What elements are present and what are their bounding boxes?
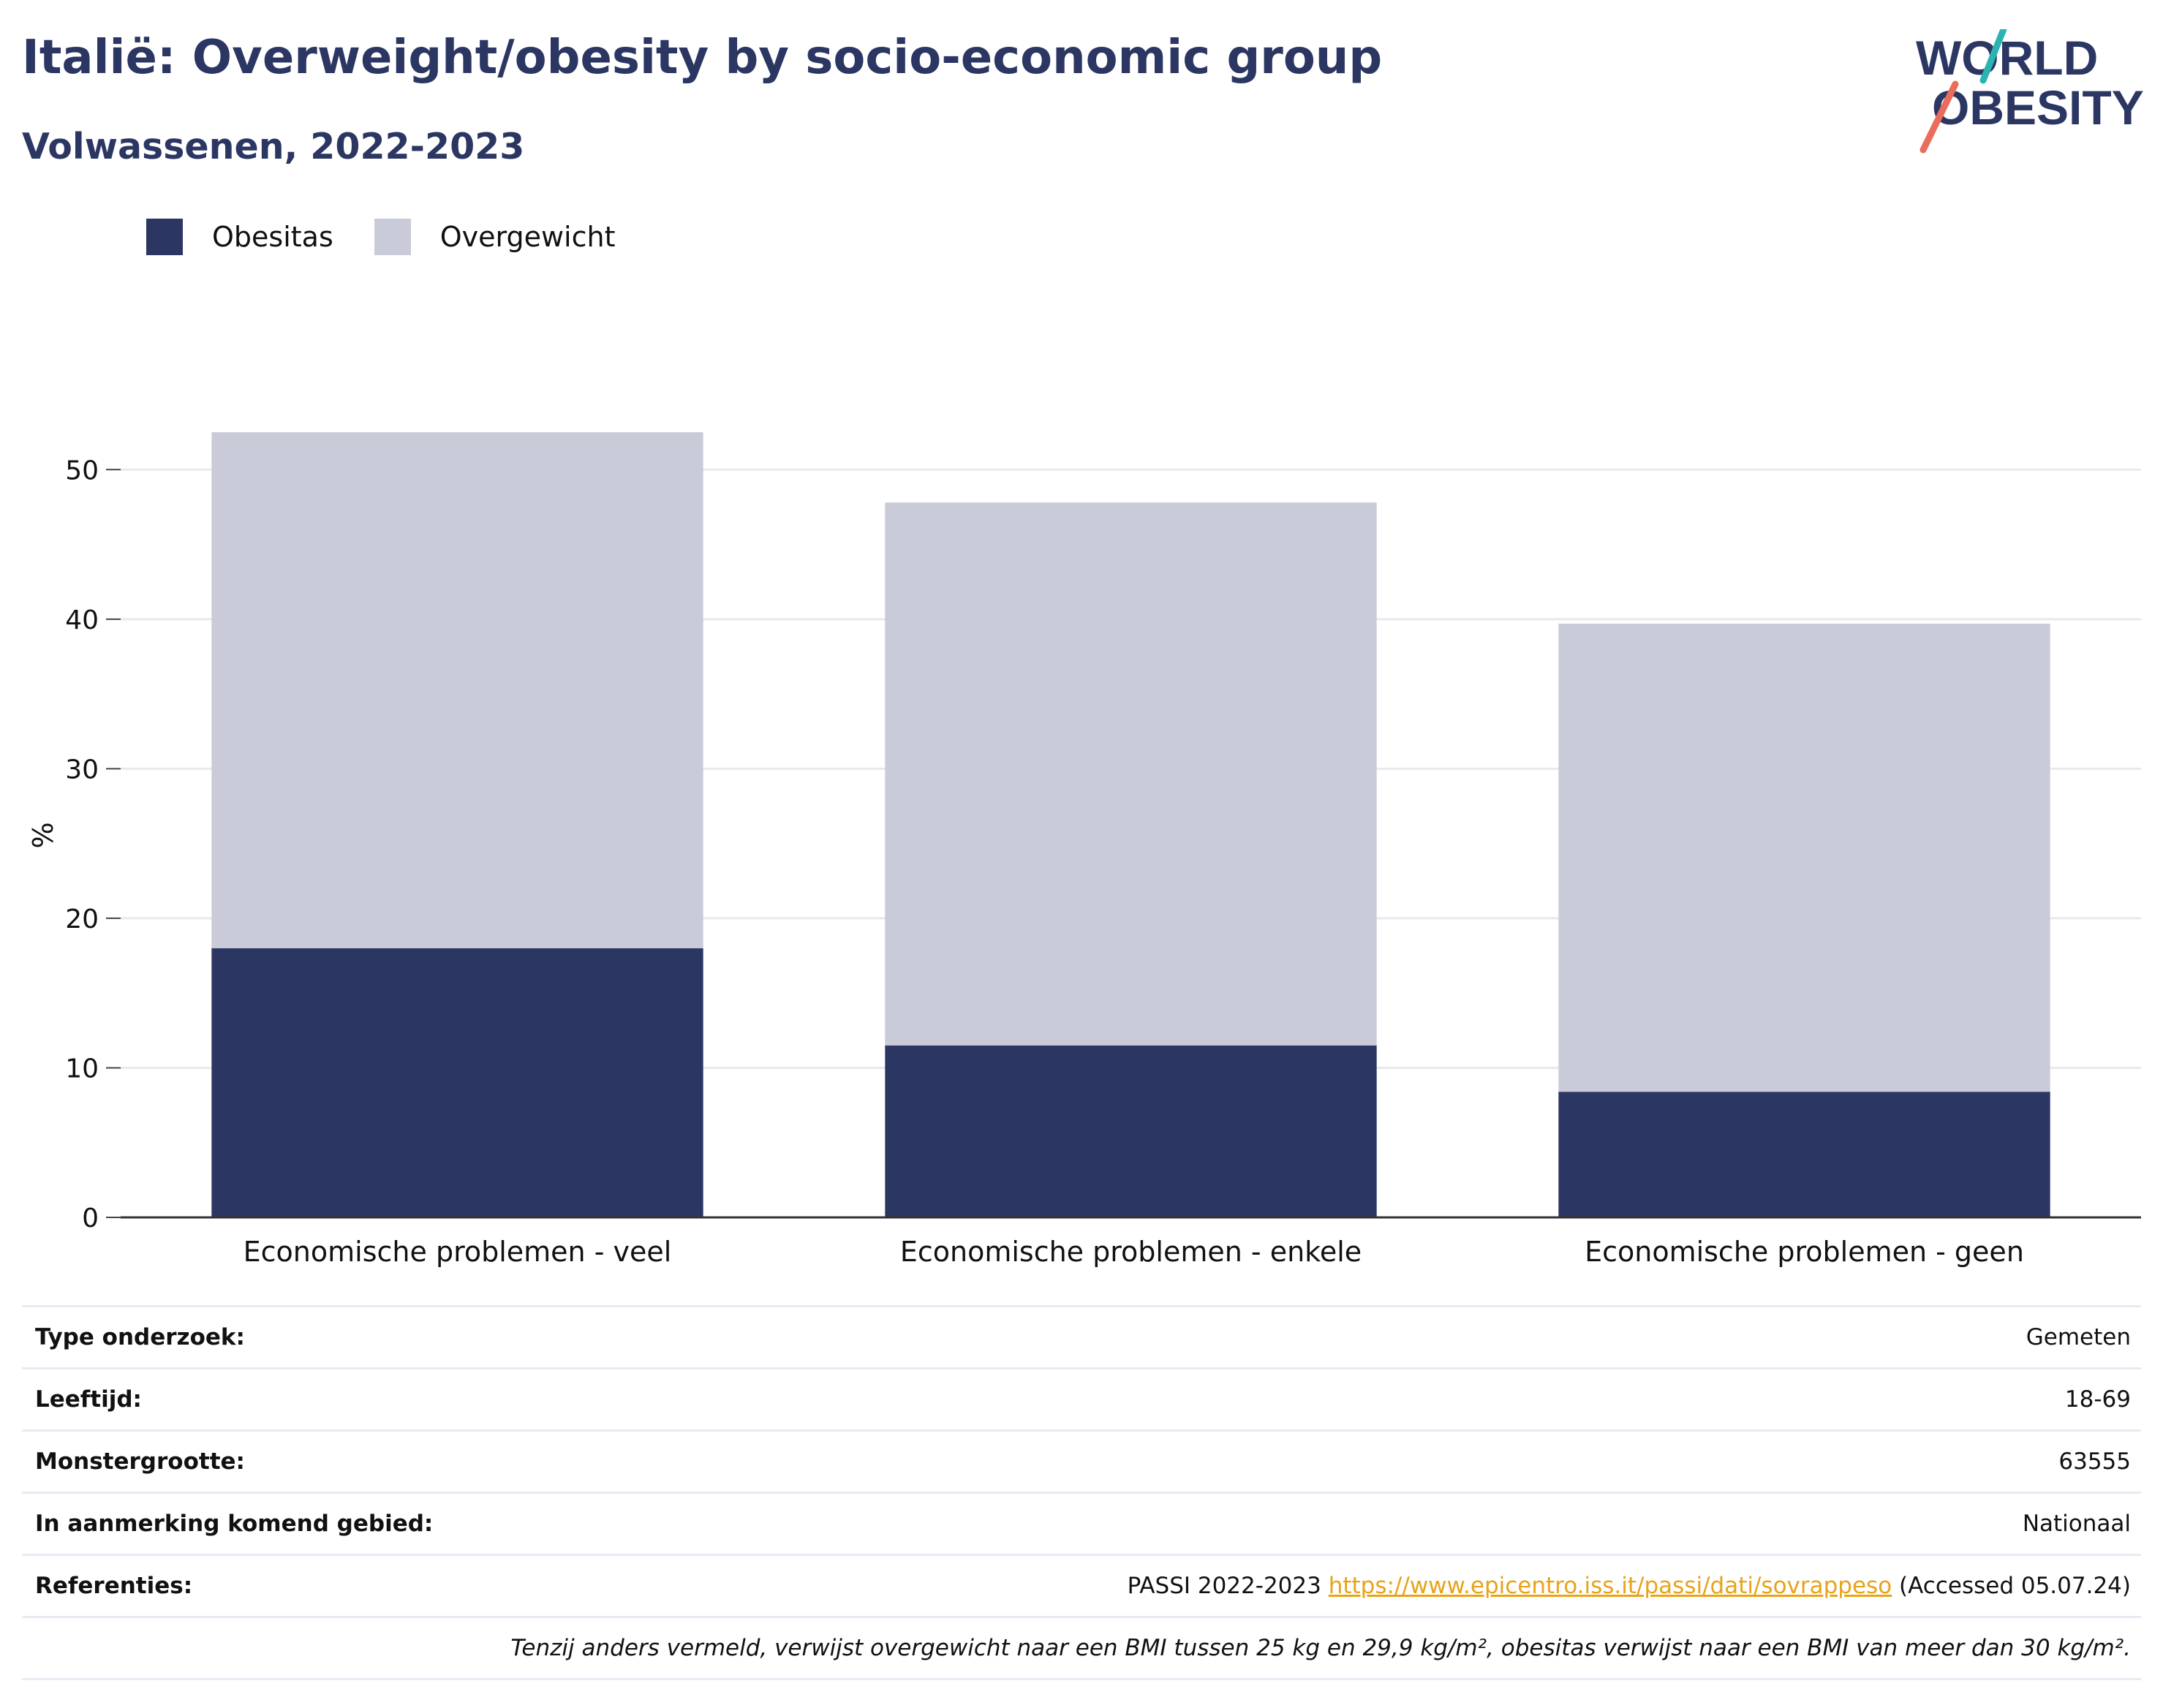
logo-slash-teal [1979,29,2007,84]
reference-source: PASSI 2022-2023 [1127,1573,1321,1599]
logo-text-world: WORLD [1916,31,2098,85]
legend-label-overgewicht: Overgewicht [439,221,616,253]
stacked-bar-chart: 0 10 20 30 40 50% Economische problemen - veel… [27,432,2141,1268]
legend-swatch-overgewicht [374,219,411,255]
info-label: Monstergrootte: [35,1448,245,1475]
y-tick-label: 20 [65,904,99,934]
x-tick-label: Economische problemen - enkele [900,1236,1362,1268]
chart-legend: Obesitas Overgewicht [146,216,657,257]
definition-note: Tenzij anders vermeld, verwijst overgewi… [510,1635,2131,1661]
y-tick-label: 0 [82,1203,99,1233]
info-row-note: Tenzij anders vermeld, verwijst overgewi… [22,1616,2141,1680]
reference-link[interactable]: https://www.epicentro.iss.it/passi/dati/… [1328,1573,1892,1599]
legend-item-obesitas[interactable]: Obesitas [146,219,333,255]
info-label: Type onderzoek: [35,1324,245,1350]
logo-slash-coral [1919,80,1959,154]
y-tick-label: 30 [65,755,99,785]
info-row-sample-size: Monstergrootte: 63555 [22,1429,2141,1492]
y-tick-label: 40 [65,605,99,635]
legend-label-obesitas: Obesitas [212,221,333,253]
y-axis-label: % [27,822,59,848]
info-value: 18-69 [2064,1386,2131,1413]
info-value: 63555 [2058,1448,2131,1475]
info-row-area: In aanmerking komend gebied: Nationaal [22,1492,2141,1554]
y-tick-label: 10 [65,1054,99,1084]
info-label: In aanmerking komend gebied: [35,1511,434,1537]
x-tick-label: Economische problemen - geen [1585,1236,2024,1268]
bar-segment-obesitas [885,1045,1377,1217]
bar-segment-overgewicht [211,432,703,948]
x-tick-label: Economische problemen - veel [244,1236,672,1268]
legend-swatch-obesitas [146,219,183,255]
bar-segment-overgewicht [1558,623,2050,1092]
info-value: Nationaal [2022,1511,2131,1537]
reference-accessed: (Accessed 05.07.24) [1899,1573,2131,1599]
logo-text-obesity: OBESITY [1932,80,2144,135]
reference-value: PASSI 2022-2023 https://www.epicentro.is… [1128,1573,2141,1599]
bar-segment-overgewicht [885,502,1377,1046]
info-row-type: Type onderzoek: Gemeten [22,1305,2141,1367]
info-label: Leeftijd: [35,1386,142,1413]
info-table: Type onderzoek: Gemeten Leeftijd: 18-69 … [22,1305,2141,1680]
info-row-age: Leeftijd: 18-69 [22,1367,2141,1429]
bar-segment-obesitas [211,948,703,1217]
world-obesity-logo: WORLD OBESITY [1916,29,2144,154]
info-row-references: Referenties: PASSI 2022-2023 https://www… [22,1554,2141,1616]
info-value: Gemeten [2026,1324,2131,1350]
bar-segment-obesitas [1558,1092,2050,1217]
legend-item-overgewicht[interactable]: Overgewicht [374,219,616,255]
chart-title: Italië: Overweight/obesity by socio-econ… [22,31,1383,85]
chart-subtitle: Volwassenen, 2022-2023 [22,126,525,167]
info-label: Referenties: [35,1573,193,1599]
y-tick-label: 50 [65,456,99,485]
